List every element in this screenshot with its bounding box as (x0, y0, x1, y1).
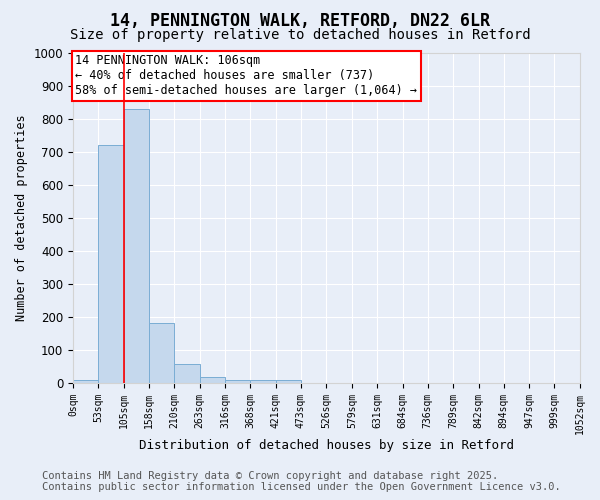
Bar (124, 108, 149, 383)
Bar (174, 364, 200, 383)
Text: Size of property relative to detached houses in Retford: Size of property relative to detached ho… (70, 28, 530, 42)
Bar (73, 380, 98, 383)
Bar (200, 377, 225, 383)
Bar (225, 380, 250, 383)
Bar (149, 322, 174, 383)
Text: 14, PENNINGTON WALK, RETFORD, DN22 6LR: 14, PENNINGTON WALK, RETFORD, DN22 6LR (110, 12, 490, 30)
Text: Contains HM Land Registry data © Crown copyright and database right 2025.
Contai: Contains HM Land Registry data © Crown c… (42, 471, 561, 492)
X-axis label: Distribution of detached houses by size in Retford: Distribution of detached houses by size … (139, 440, 514, 452)
Y-axis label: Number of detached properties: Number of detached properties (15, 114, 28, 321)
Bar (276, 380, 301, 383)
Bar (98, 145, 124, 383)
Bar (250, 380, 276, 383)
Text: 14 PENNINGTON WALK: 106sqm
← 40% of detached houses are smaller (737)
58% of sem: 14 PENNINGTON WALK: 106sqm ← 40% of deta… (76, 54, 418, 97)
